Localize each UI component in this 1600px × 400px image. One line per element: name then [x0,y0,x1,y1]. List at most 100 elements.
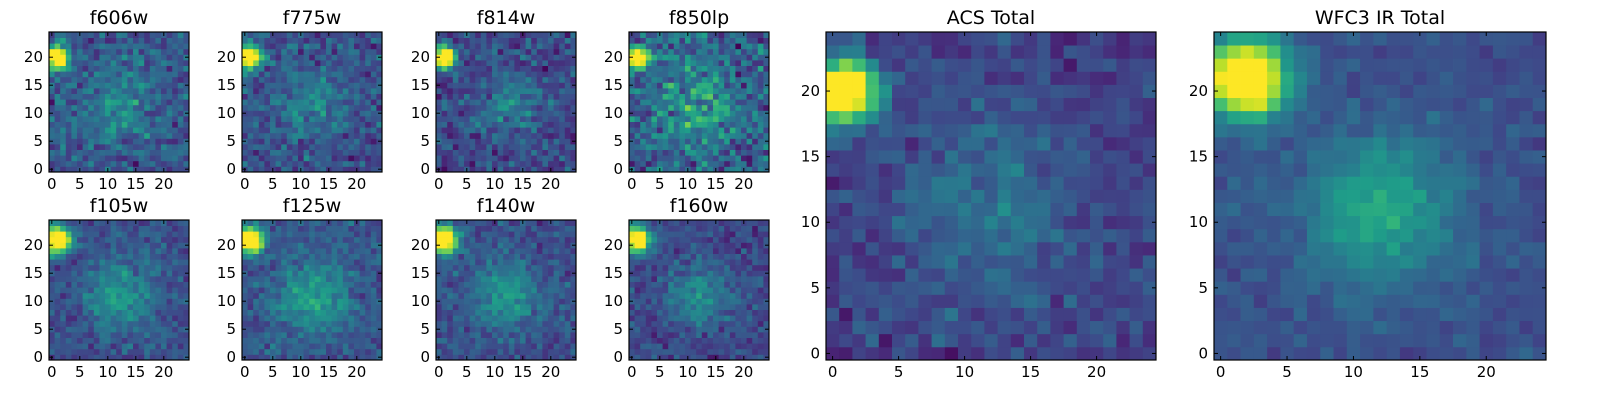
heatmap-cell [298,320,304,327]
heatmap-cell [133,231,139,238]
heatmap-cell [359,37,366,44]
heatmap-cell [690,298,697,305]
heatmap-cell [60,343,67,350]
heatmap-cell [166,253,173,260]
heatmap-cell [718,149,725,156]
heatmap-cell [553,116,560,122]
heatmap-cell [668,315,675,322]
heatmap-cell [668,127,675,134]
heatmap-cell [531,121,538,128]
heatmap-cell [447,354,454,361]
heatmap-cell [536,54,543,61]
heatmap-cell [253,132,260,139]
heatmap-cell [65,76,72,83]
heatmap-cell [441,116,448,122]
heatmap-cell [354,298,360,305]
heatmap-cell [634,76,641,83]
heatmap-cell [183,220,190,226]
heatmap-cell [166,315,173,322]
heatmap-cell [77,248,83,254]
heatmap-cell [54,149,61,156]
heatmap-cell [359,76,366,83]
heatmap-cell [690,348,697,355]
heatmap-cell [54,248,61,254]
heatmap-cell [746,144,753,150]
heatmap-cell [247,320,254,327]
heatmap-cell [138,116,145,122]
heatmap-cell [542,220,549,226]
heatmap-cell [183,264,190,271]
heatmap-cell [724,82,731,89]
heatmap-cell [110,104,117,111]
heatmap-cell [464,138,470,145]
heatmap-cell [464,236,470,243]
heatmap-cell [144,248,151,254]
heatmap-cell [253,144,260,150]
heatmap-cell [326,264,332,271]
heatmap-cell [77,259,83,266]
heatmap-cell [651,37,658,44]
heatmap-cell [559,138,566,145]
heatmap-cell [662,149,669,156]
heatmap-cell [99,132,106,139]
heatmap-cell [752,298,759,305]
heatmap-cell [718,315,725,322]
heatmap-cell [508,65,515,72]
heatmap-cell [264,110,271,117]
heatmap-cell [65,121,72,128]
heatmap-cell [763,332,770,338]
heatmap-cell [88,149,95,156]
heatmap-cell [441,287,448,294]
heatmap-cell [536,248,543,254]
heatmap-cell [679,354,686,361]
heatmap-cell [673,138,680,145]
heatmap-cell [82,236,89,243]
heatmap-cell [105,315,111,322]
heatmap-cell [298,309,304,316]
panel-title: f814w [477,7,536,29]
heatmap-cell [149,348,156,355]
heatmap-cell [735,32,742,38]
heatmap-cell [679,32,686,38]
heatmap-cell [161,298,167,305]
heatmap-cell [166,132,173,139]
heatmap-cell [155,259,162,266]
heatmap-cell [99,236,106,243]
heatmap-cell [503,160,510,167]
heatmap-cell [155,326,162,333]
heatmap-cell [348,99,355,106]
heatmap-cell [469,71,476,78]
heatmap-cell [242,236,248,243]
heatmap-cell [531,231,538,238]
heatmap-cell [713,54,719,61]
heatmap-cell [525,166,532,173]
heatmap-cell [331,88,338,94]
heatmap-cell [354,270,360,277]
heatmap-cell [60,71,67,78]
y-tick-label: 20 [217,236,236,254]
heatmap-cell [559,242,566,249]
heatmap-cell [270,138,276,145]
heatmap-cell [348,71,355,78]
heatmap-cell [314,99,321,106]
heatmap-cell [292,37,299,44]
heatmap-cell [508,298,515,305]
heatmap-cell [469,320,476,327]
heatmap-cell [144,337,151,344]
heatmap-cell [729,54,736,61]
heatmap-cell [559,309,566,316]
heatmap-cell [149,138,156,145]
heatmap-cell [177,144,184,150]
heatmap-cell [464,155,470,162]
heatmap-cell [701,348,708,355]
heatmap-cell [640,332,647,338]
heatmap-cell [133,264,139,271]
heatmap-cell [309,320,316,327]
heatmap-cell [286,138,293,145]
heatmap-cell [651,144,658,150]
heatmap-cell [105,281,111,288]
heatmap-cell [542,326,549,333]
heatmap-cell [757,76,764,83]
heatmap-cell [82,298,89,305]
heatmap-cell [729,116,736,122]
